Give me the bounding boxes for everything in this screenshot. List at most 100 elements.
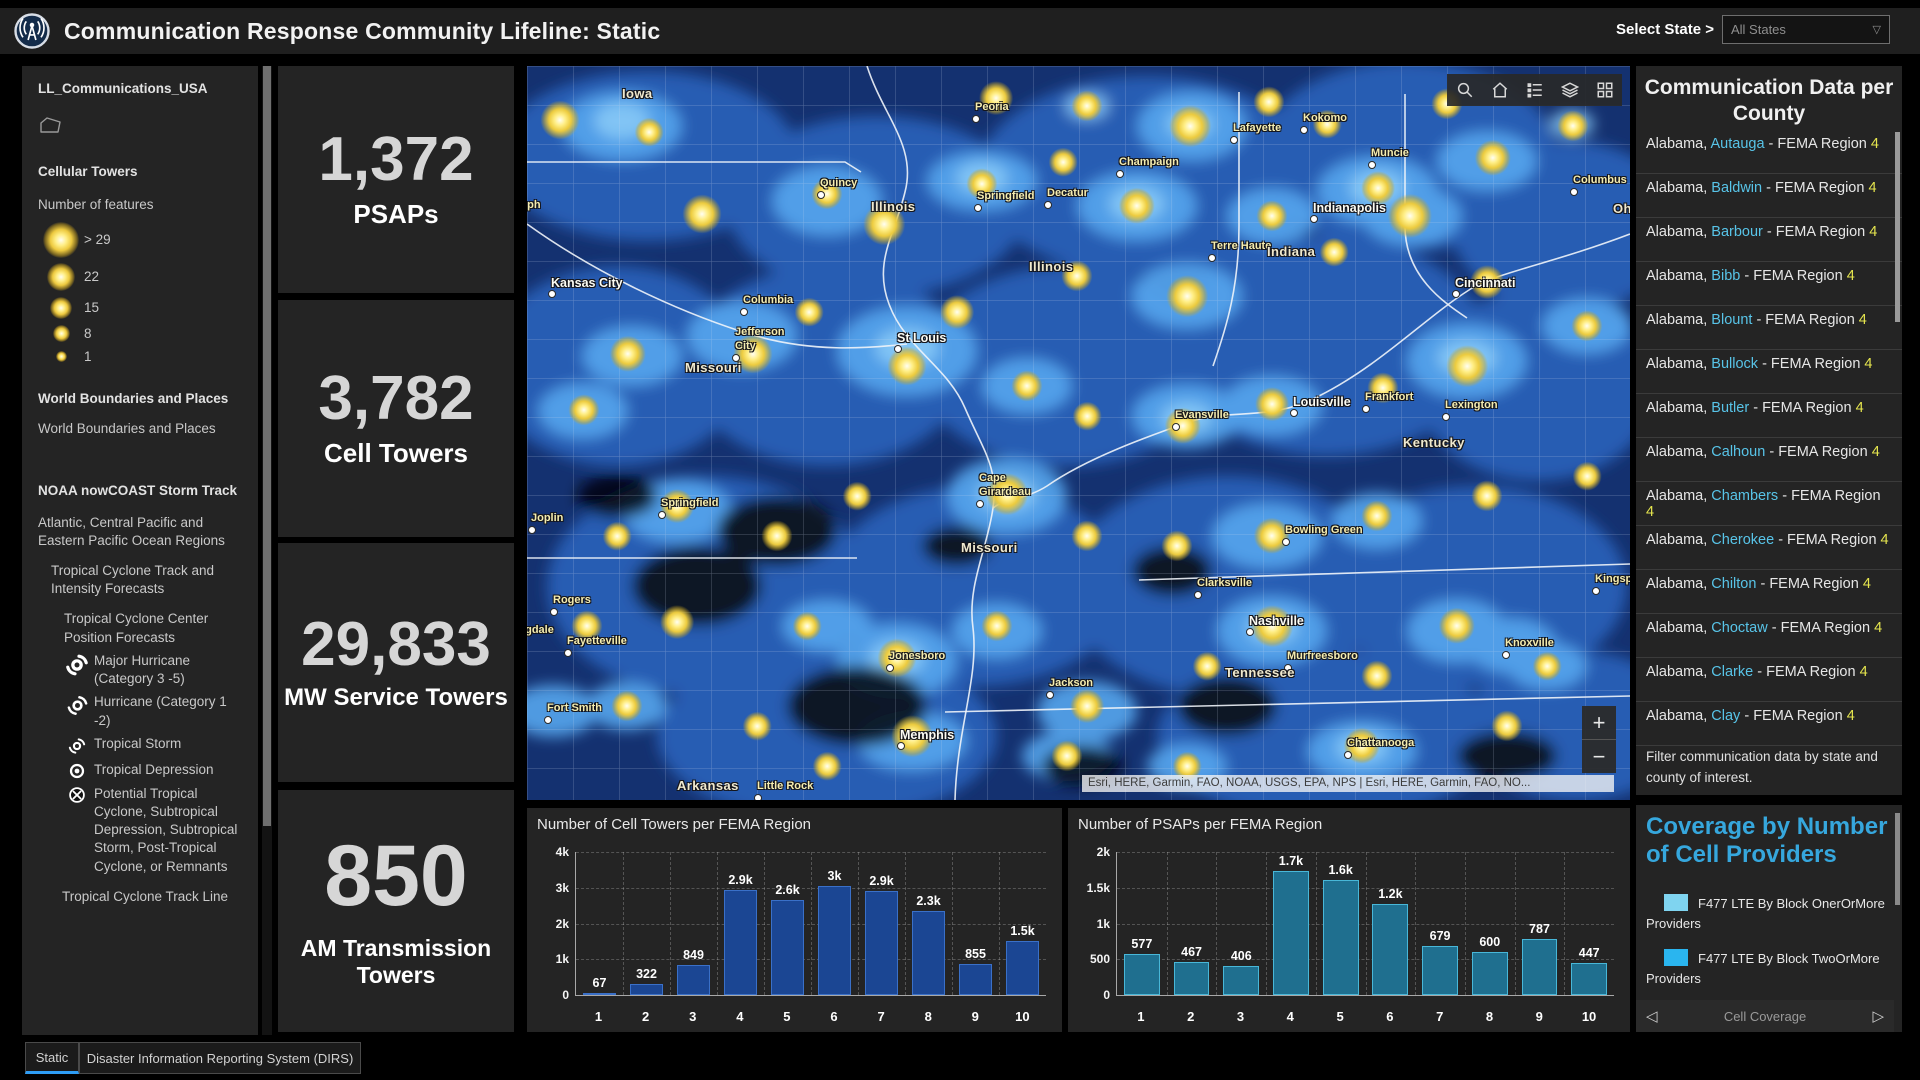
legend-storm-group1: Tropical Cyclone Track and Intensity For… — [51, 562, 215, 597]
tab-static[interactable]: Static — [25, 1042, 79, 1074]
county-list[interactable]: Alabama, Autauga - FEMA Region 4 Alabama,… — [1636, 130, 1902, 746]
cell-tower-glow — [891, 715, 933, 757]
potential-cyclone-icon — [60, 785, 94, 876]
chart-x-labels: 1 2 3 4 5 6 7 8 9 10 — [575, 1009, 1046, 1024]
carousel-next-icon[interactable]: ▷ — [1872, 1008, 1884, 1025]
county-row[interactable]: Alabama, Chilton - FEMA Region 4 — [1636, 570, 1902, 614]
cell-tower-glow — [682, 194, 722, 234]
cell-tower-glow — [660, 489, 694, 523]
bar-7[interactable] — [1422, 946, 1458, 995]
county-row[interactable]: Alabama, Butler - FEMA Region 4 — [1636, 394, 1902, 438]
bar-10[interactable] — [1571, 963, 1608, 995]
cell-tower-glow — [1470, 265, 1504, 299]
bar-2[interactable] — [629, 983, 664, 995]
zoom-in-button[interactable]: + — [1592, 709, 1606, 735]
bar-8[interactable] — [911, 911, 946, 995]
bar-10[interactable] — [1005, 940, 1040, 995]
map-city-label: Jefferson — [735, 326, 785, 338]
county-row[interactable]: Alabama, Barbour - FEMA Region 4 — [1636, 218, 1902, 262]
map-city-label: Joplin — [531, 512, 564, 524]
city-dot-icon — [1230, 136, 1238, 144]
stat-card-cell-towers: 3,782 Cell Towers — [278, 300, 514, 537]
bar-9[interactable] — [958, 964, 993, 995]
legend-section-storm-track: NOAA nowCOAST Storm Track — [38, 483, 238, 499]
bar-7[interactable] — [864, 891, 899, 995]
cell-tower-glow — [1557, 110, 1589, 142]
coverage-scrollbar[interactable] — [1895, 813, 1900, 905]
home-icon[interactable] — [1482, 74, 1517, 106]
bar-4[interactable] — [723, 889, 758, 995]
bar-3[interactable] — [676, 964, 711, 995]
map-city-label: Rogers — [553, 594, 591, 606]
city-dot-icon — [1284, 664, 1292, 672]
map-city-label: Indianapolis — [1313, 201, 1386, 215]
tab-dirs[interactable]: Disaster Information Reporting System (D… — [79, 1042, 361, 1074]
county-row[interactable]: Alabama, Bibb - FEMA Region 4 — [1636, 262, 1902, 306]
coverage-legend-label: F477 LTE By Block OnerOrMore Providers — [1646, 896, 1885, 931]
map-city-label: Kingsport — [1595, 573, 1630, 585]
bar-6[interactable] — [817, 885, 852, 995]
cell-tower-glow — [1532, 651, 1562, 681]
gridline — [1117, 887, 1614, 889]
city-dot-icon — [1208, 254, 1216, 262]
county-row[interactable]: Alabama, Bullock - FEMA Region 4 — [1636, 350, 1902, 394]
city-dot-icon — [1046, 691, 1054, 699]
bar-1[interactable] — [1123, 953, 1160, 995]
county-row[interactable]: Alabama, Clay - FEMA Region 4 — [1636, 702, 1902, 746]
city-dot-icon — [1116, 170, 1124, 178]
county-row[interactable]: Alabama, Cherokee - FEMA Region 4 — [1636, 526, 1902, 570]
bar-2[interactable] — [1173, 961, 1210, 995]
city-dot-icon — [1452, 290, 1460, 298]
cell-tower-glow — [966, 168, 998, 200]
layers-icon[interactable] — [1552, 74, 1587, 106]
y-axis-tick-label: 500 — [1089, 952, 1110, 967]
bar-6[interactable] — [1372, 904, 1409, 995]
coverage-map[interactable]: Iowa Peoria Kokomo Lafayette Muncie Champaign… — [527, 66, 1630, 800]
bar-1[interactable] — [582, 992, 617, 995]
county-row[interactable]: Alabama, Autauga - FEMA Region 4 — [1636, 130, 1902, 174]
coverage-panel-title: Coverage by Number of Cell Providers — [1646, 813, 1888, 868]
cell-tower-glow — [1072, 401, 1102, 431]
cell-tower-glow — [1118, 187, 1156, 225]
bar-8[interactable] — [1471, 952, 1508, 995]
county-row[interactable]: Alabama, Baldwin - FEMA Region 4 — [1636, 174, 1902, 218]
bar-9[interactable] — [1521, 938, 1558, 995]
bar-value-label: 1.5k — [1010, 923, 1035, 938]
county-row[interactable]: Alabama, Clarke - FEMA Region 4 — [1636, 658, 1902, 702]
bottom-tab-bar: Static Disaster Information Reporting Sy… — [0, 1040, 1920, 1080]
legend-icon[interactable] — [1517, 74, 1552, 106]
bar-3[interactable] — [1223, 965, 1260, 995]
search-icon[interactable] — [1447, 74, 1482, 106]
psaps-chart: Number of PSAPs per FEMA Region 2k 1.5k 1k… — [1068, 808, 1630, 1032]
y-axis-tick-label: 2k — [1096, 845, 1110, 859]
county-row[interactable]: Alabama, Chambers - FEMA Region 4 — [1636, 482, 1902, 526]
cell-tower-glow — [1169, 105, 1211, 147]
state-dropdown[interactable]: All States ▽ — [1722, 15, 1890, 44]
legend-class-row: 8 — [38, 322, 242, 346]
county-row[interactable]: Alabama, Calhoun - FEMA Region 4 — [1636, 438, 1902, 482]
city-dot-icon — [1194, 591, 1202, 599]
bar-4[interactable] — [1273, 870, 1309, 995]
zoom-out-button[interactable]: − — [1582, 739, 1616, 773]
county-row[interactable]: Alabama, Choctaw - FEMA Region 4 — [1636, 614, 1902, 658]
county-row[interactable]: Alabama, Blount - FEMA Region 4 — [1636, 306, 1902, 350]
gridline — [1117, 959, 1614, 961]
gridline — [1564, 852, 1566, 995]
map-zoom-control: + − — [1582, 706, 1616, 773]
bar-5[interactable] — [1322, 879, 1359, 995]
city-dot-icon — [894, 345, 902, 353]
map-city-label: Kokomo — [1303, 112, 1347, 124]
sidebar-scrollbar[interactable] — [262, 66, 272, 1035]
x-axis-tick-label: 4 — [1286, 1009, 1294, 1024]
x-axis-tick-label: 8 — [1485, 1009, 1494, 1024]
city-dot-icon — [1570, 188, 1578, 196]
basemap-icon[interactable] — [1587, 74, 1622, 106]
map-city-label: Louisville — [1293, 395, 1351, 409]
county-list-scrollbar[interactable] — [1895, 132, 1900, 322]
bar-5[interactable] — [770, 900, 805, 995]
legend-class-row: 15 — [38, 294, 242, 322]
cell-tower-glow — [733, 334, 773, 374]
carousel-prev-icon[interactable]: ◁ — [1646, 1008, 1658, 1025]
cell-tower-glow — [1319, 237, 1349, 267]
legend-class-label: 1 — [84, 348, 92, 364]
